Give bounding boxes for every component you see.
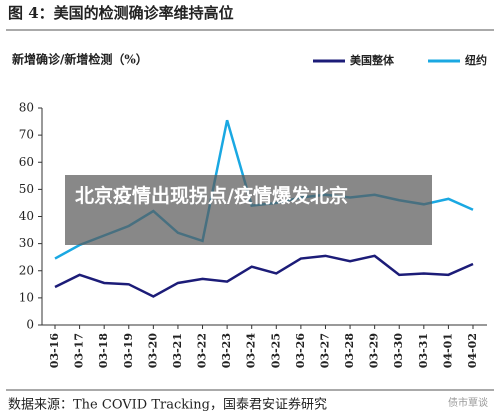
x-tick-label: 03-19	[122, 333, 135, 368]
y-tick-label: 30	[19, 236, 34, 250]
y-axis-label: 新增确诊/新增检测（%）	[12, 52, 148, 67]
y-tick-label: 0	[26, 318, 34, 332]
x-tick-label: 03-25	[269, 333, 282, 368]
x-tick-label: 03-17	[73, 333, 86, 368]
watermark: 债市覃谈	[448, 398, 488, 409]
overlay-banner: 北京疫情出现拐点/疫情爆发北京	[65, 175, 432, 245]
y-tick-label: 10	[19, 290, 34, 304]
legend-label: 美国整体	[350, 53, 395, 67]
source: 数据来源：The COVID Tracking，国泰君安证券研究	[8, 397, 327, 413]
x-tick-label: 03-18	[97, 333, 110, 369]
x-tick-label: 03-28	[343, 333, 356, 369]
x-tick-label: 03-31	[417, 333, 430, 368]
x-tick-label: 04-01	[441, 333, 454, 368]
x-tick-label: 04-02	[466, 333, 479, 368]
x-tick-label: 03-23	[220, 333, 233, 368]
line-series	[54, 254, 474, 298]
x-tick-label: 03-16	[48, 333, 61, 369]
x-tick-label: 03-29	[368, 333, 381, 368]
x-tick-label: 03-24	[245, 333, 258, 369]
y-tick-label: 70	[19, 128, 34, 142]
y-tick-label: 60	[19, 155, 34, 169]
y-tick-label: 80	[19, 101, 34, 115]
x-tick-label: 03-20	[146, 333, 159, 369]
y-tick-label: 40	[19, 209, 34, 223]
x-tick-label: 03-22	[196, 333, 209, 368]
x-tick-label: 03-26	[294, 333, 307, 369]
y-tick-label: 50	[19, 182, 34, 196]
x-tick-label: 03-30	[392, 333, 405, 369]
x-tick-label: 03-27	[318, 333, 331, 368]
y-tick-label: 20	[19, 263, 34, 277]
legend-label: 纽约	[465, 53, 487, 67]
x-tick-label: 03-21	[171, 333, 184, 368]
chart-title: 图 4：美国的检测确诊率维持高位	[8, 4, 234, 22]
